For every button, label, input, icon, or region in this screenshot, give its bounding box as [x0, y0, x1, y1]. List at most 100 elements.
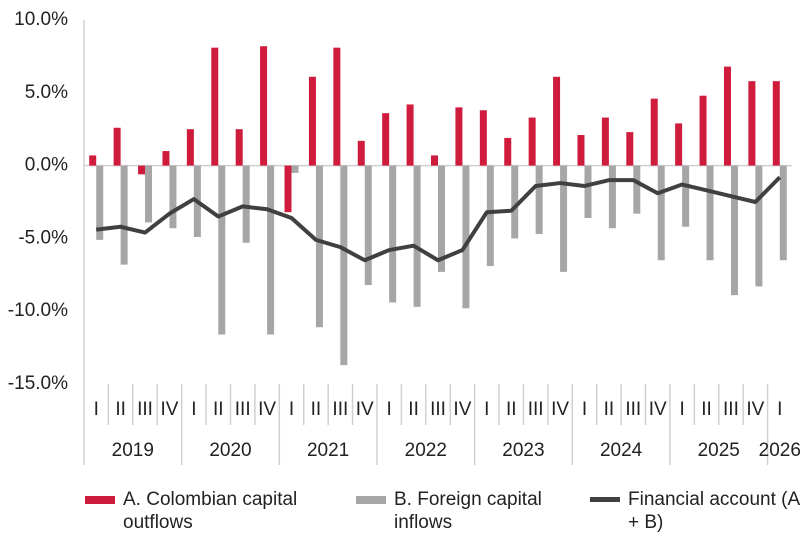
x-tick-label: III — [332, 399, 348, 420]
bar — [633, 165, 641, 214]
bar — [120, 165, 128, 265]
bar — [315, 165, 323, 328]
x-tick-label: II — [311, 399, 322, 420]
x-tick-label: III — [430, 399, 446, 420]
bar — [560, 165, 568, 272]
x-tick-label: II — [506, 399, 517, 420]
bar — [682, 165, 690, 227]
bar — [211, 47, 219, 166]
bar — [235, 129, 243, 166]
legend-swatch — [85, 496, 115, 504]
bar — [779, 165, 787, 261]
bar — [504, 137, 512, 166]
x-tick-label: I — [679, 399, 684, 420]
bar — [284, 165, 292, 213]
bar — [675, 123, 683, 166]
x-tick-label: IV — [649, 399, 667, 420]
bar — [723, 66, 731, 166]
bar — [340, 165, 348, 366]
bar — [699, 95, 707, 166]
bar — [333, 47, 341, 166]
x-tick-label: I — [777, 399, 782, 420]
x-tick-label: III — [723, 399, 739, 420]
bar — [357, 140, 365, 166]
bar — [431, 155, 438, 166]
x-tick-label: II — [408, 399, 419, 420]
year-label: 2025 — [698, 440, 740, 461]
x-tick-label: I — [387, 399, 392, 420]
legend-item: Financial account (A + B) — [590, 488, 804, 534]
bar — [291, 165, 299, 173]
legend-swatch — [356, 496, 386, 504]
bar — [584, 165, 592, 219]
year-label: 2021 — [307, 440, 349, 461]
legend-item: A. Colombian capital outflows — [85, 488, 333, 534]
year-label: 2023 — [502, 440, 544, 461]
bar — [162, 151, 170, 166]
x-tick-label: IV — [356, 399, 374, 420]
bar — [577, 135, 585, 166]
bar — [772, 81, 780, 166]
x-tick-label: IV — [453, 399, 471, 420]
x-tick-label: I — [289, 399, 294, 420]
x-tick-label: I — [484, 399, 489, 420]
year-label: 2022 — [405, 440, 447, 461]
x-tick-label: III — [235, 399, 251, 420]
x-tick-label: I — [94, 399, 99, 420]
x-tick-label: II — [115, 399, 126, 420]
x-tick-label: III — [625, 399, 641, 420]
chart: -15.0%-10.0%-5.0%0.0%5.0%10.0%I II III IV I I… — [8, 9, 801, 465]
bar — [308, 76, 316, 166]
bar — [145, 165, 153, 223]
x-tick-label: IV — [551, 399, 569, 420]
bar — [364, 165, 372, 285]
x-tick-label: IV — [746, 399, 764, 420]
y-tick-label: -5.0% — [18, 227, 68, 248]
x-tick-label: I — [191, 399, 196, 420]
bar — [186, 129, 194, 166]
bar — [462, 165, 470, 309]
bar — [730, 165, 738, 296]
bar — [535, 165, 543, 235]
bar — [455, 107, 463, 166]
bar — [479, 110, 487, 166]
bar — [89, 155, 97, 166]
year-label: 2024 — [600, 440, 643, 461]
bar — [650, 98, 658, 166]
x-tick-label: III — [137, 399, 153, 420]
bar — [511, 165, 519, 239]
legend-label: A. Colombian capital outflows — [123, 489, 298, 533]
y-tick-label: 0.0% — [25, 155, 68, 176]
bar — [438, 165, 445, 272]
bar — [382, 113, 390, 166]
y-tick-label: -10.0% — [8, 300, 68, 321]
x-tick-label: IV — [160, 399, 178, 420]
bar — [267, 165, 275, 335]
x-tick-label: III — [528, 399, 544, 420]
y-tick-label: 5.0% — [25, 82, 68, 103]
bar — [608, 165, 616, 229]
bar — [413, 165, 421, 307]
x-tick-label: I — [582, 399, 587, 420]
year-label: 2020 — [209, 440, 251, 461]
bar — [218, 165, 226, 335]
year-label: 2026 — [759, 440, 801, 461]
bar — [528, 117, 536, 166]
legend-label: B. Foreign capital inflows — [394, 489, 542, 533]
y-tick-label: -15.0% — [8, 373, 68, 394]
x-tick-label: II — [604, 399, 615, 420]
line — [95, 175, 782, 263]
bar — [486, 165, 494, 267]
legend-item: B. Foreign capital inflows — [356, 488, 569, 534]
bar — [748, 81, 756, 166]
bar — [601, 117, 609, 166]
year-label: 2019 — [112, 440, 154, 461]
bar — [755, 165, 763, 287]
bar — [96, 165, 104, 240]
bar — [706, 165, 714, 261]
bar — [406, 104, 414, 166]
x-tick-label: II — [701, 399, 712, 420]
y-tick-label: 10.0% — [14, 9, 68, 30]
legend-swatch — [590, 497, 620, 502]
